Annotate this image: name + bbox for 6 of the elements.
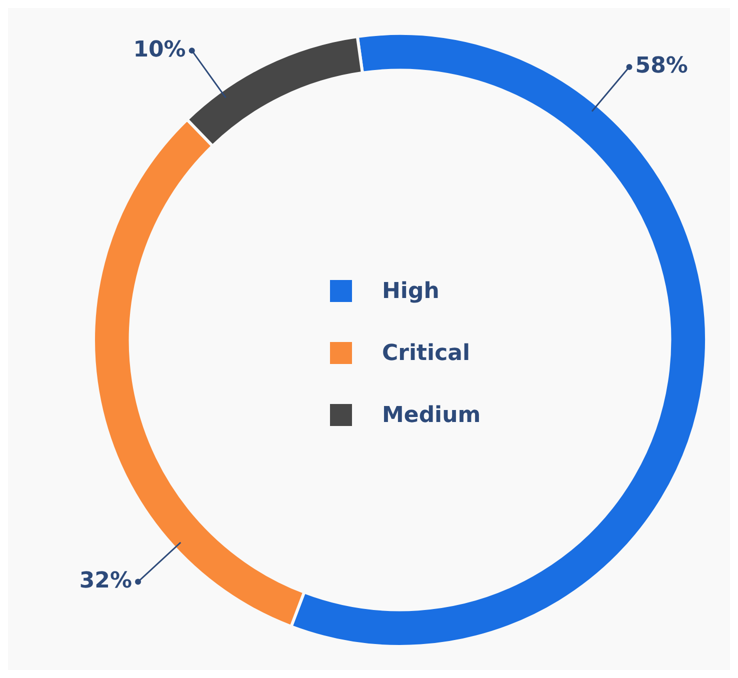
data-label: 10% bbox=[133, 37, 186, 62]
legend-label: High bbox=[382, 278, 440, 304]
data-label: 58% bbox=[635, 54, 688, 79]
legend-label: Medium bbox=[382, 402, 481, 428]
data-label: 32% bbox=[79, 568, 132, 594]
legend-label: Critical bbox=[382, 340, 470, 366]
